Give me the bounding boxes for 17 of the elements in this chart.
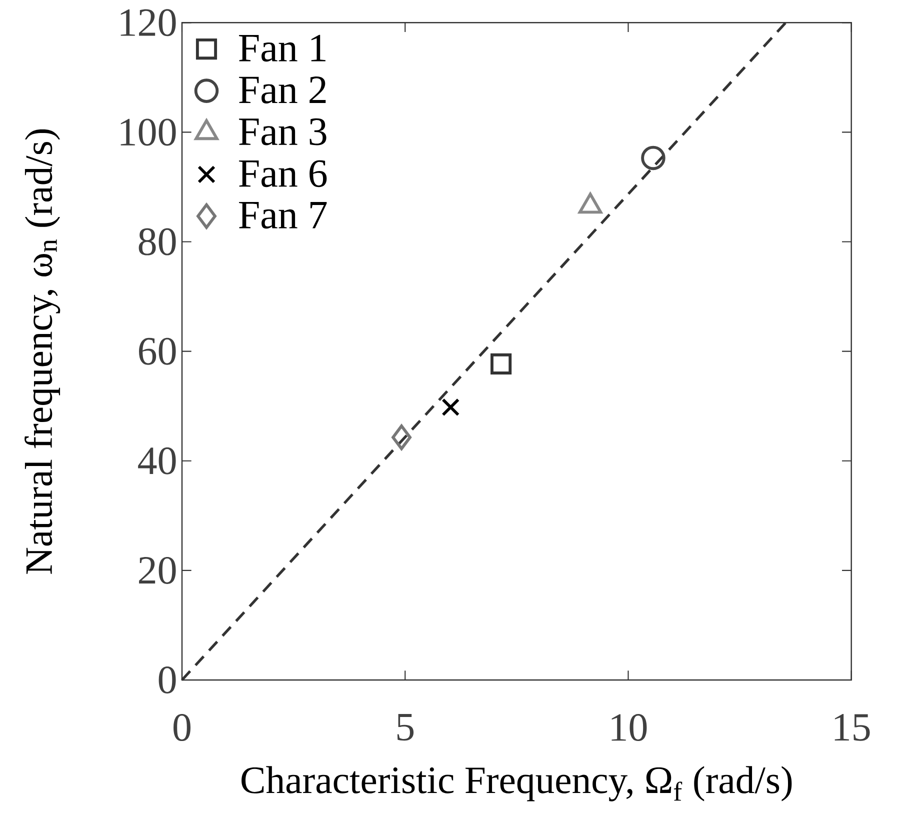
x-tick-label: 15 [834, 714, 870, 742]
y-tick-label: 60 [139, 338, 176, 365]
y-tick-label: 80 [138, 228, 176, 256]
y-tick-label: 0 [158, 666, 176, 694]
legend-label: Fan 3 [239, 118, 326, 146]
y-tick-label: 120 [120, 9, 176, 36]
legend-label: Fan 2 [239, 76, 326, 104]
y-tick-label: 40 [138, 448, 176, 475]
legend-label: Fan 7 [239, 202, 327, 229]
x-axis-title: Characteristic Frequency, Ω$_{f}$ (rad/s) [242, 766, 792, 802]
x-tick-label: 5 [397, 714, 414, 741]
x-tick-label: 10 [612, 714, 647, 742]
y-tick-label: 20 [139, 557, 176, 584]
legend-label: Fan 1 [239, 34, 326, 62]
y-tick-label: 100 [120, 118, 176, 146]
legend-label: Fan 6 [239, 160, 327, 188]
y-axis-title: Natural frequency, ω$_{n}$ (rad/s) [24, 130, 60, 574]
